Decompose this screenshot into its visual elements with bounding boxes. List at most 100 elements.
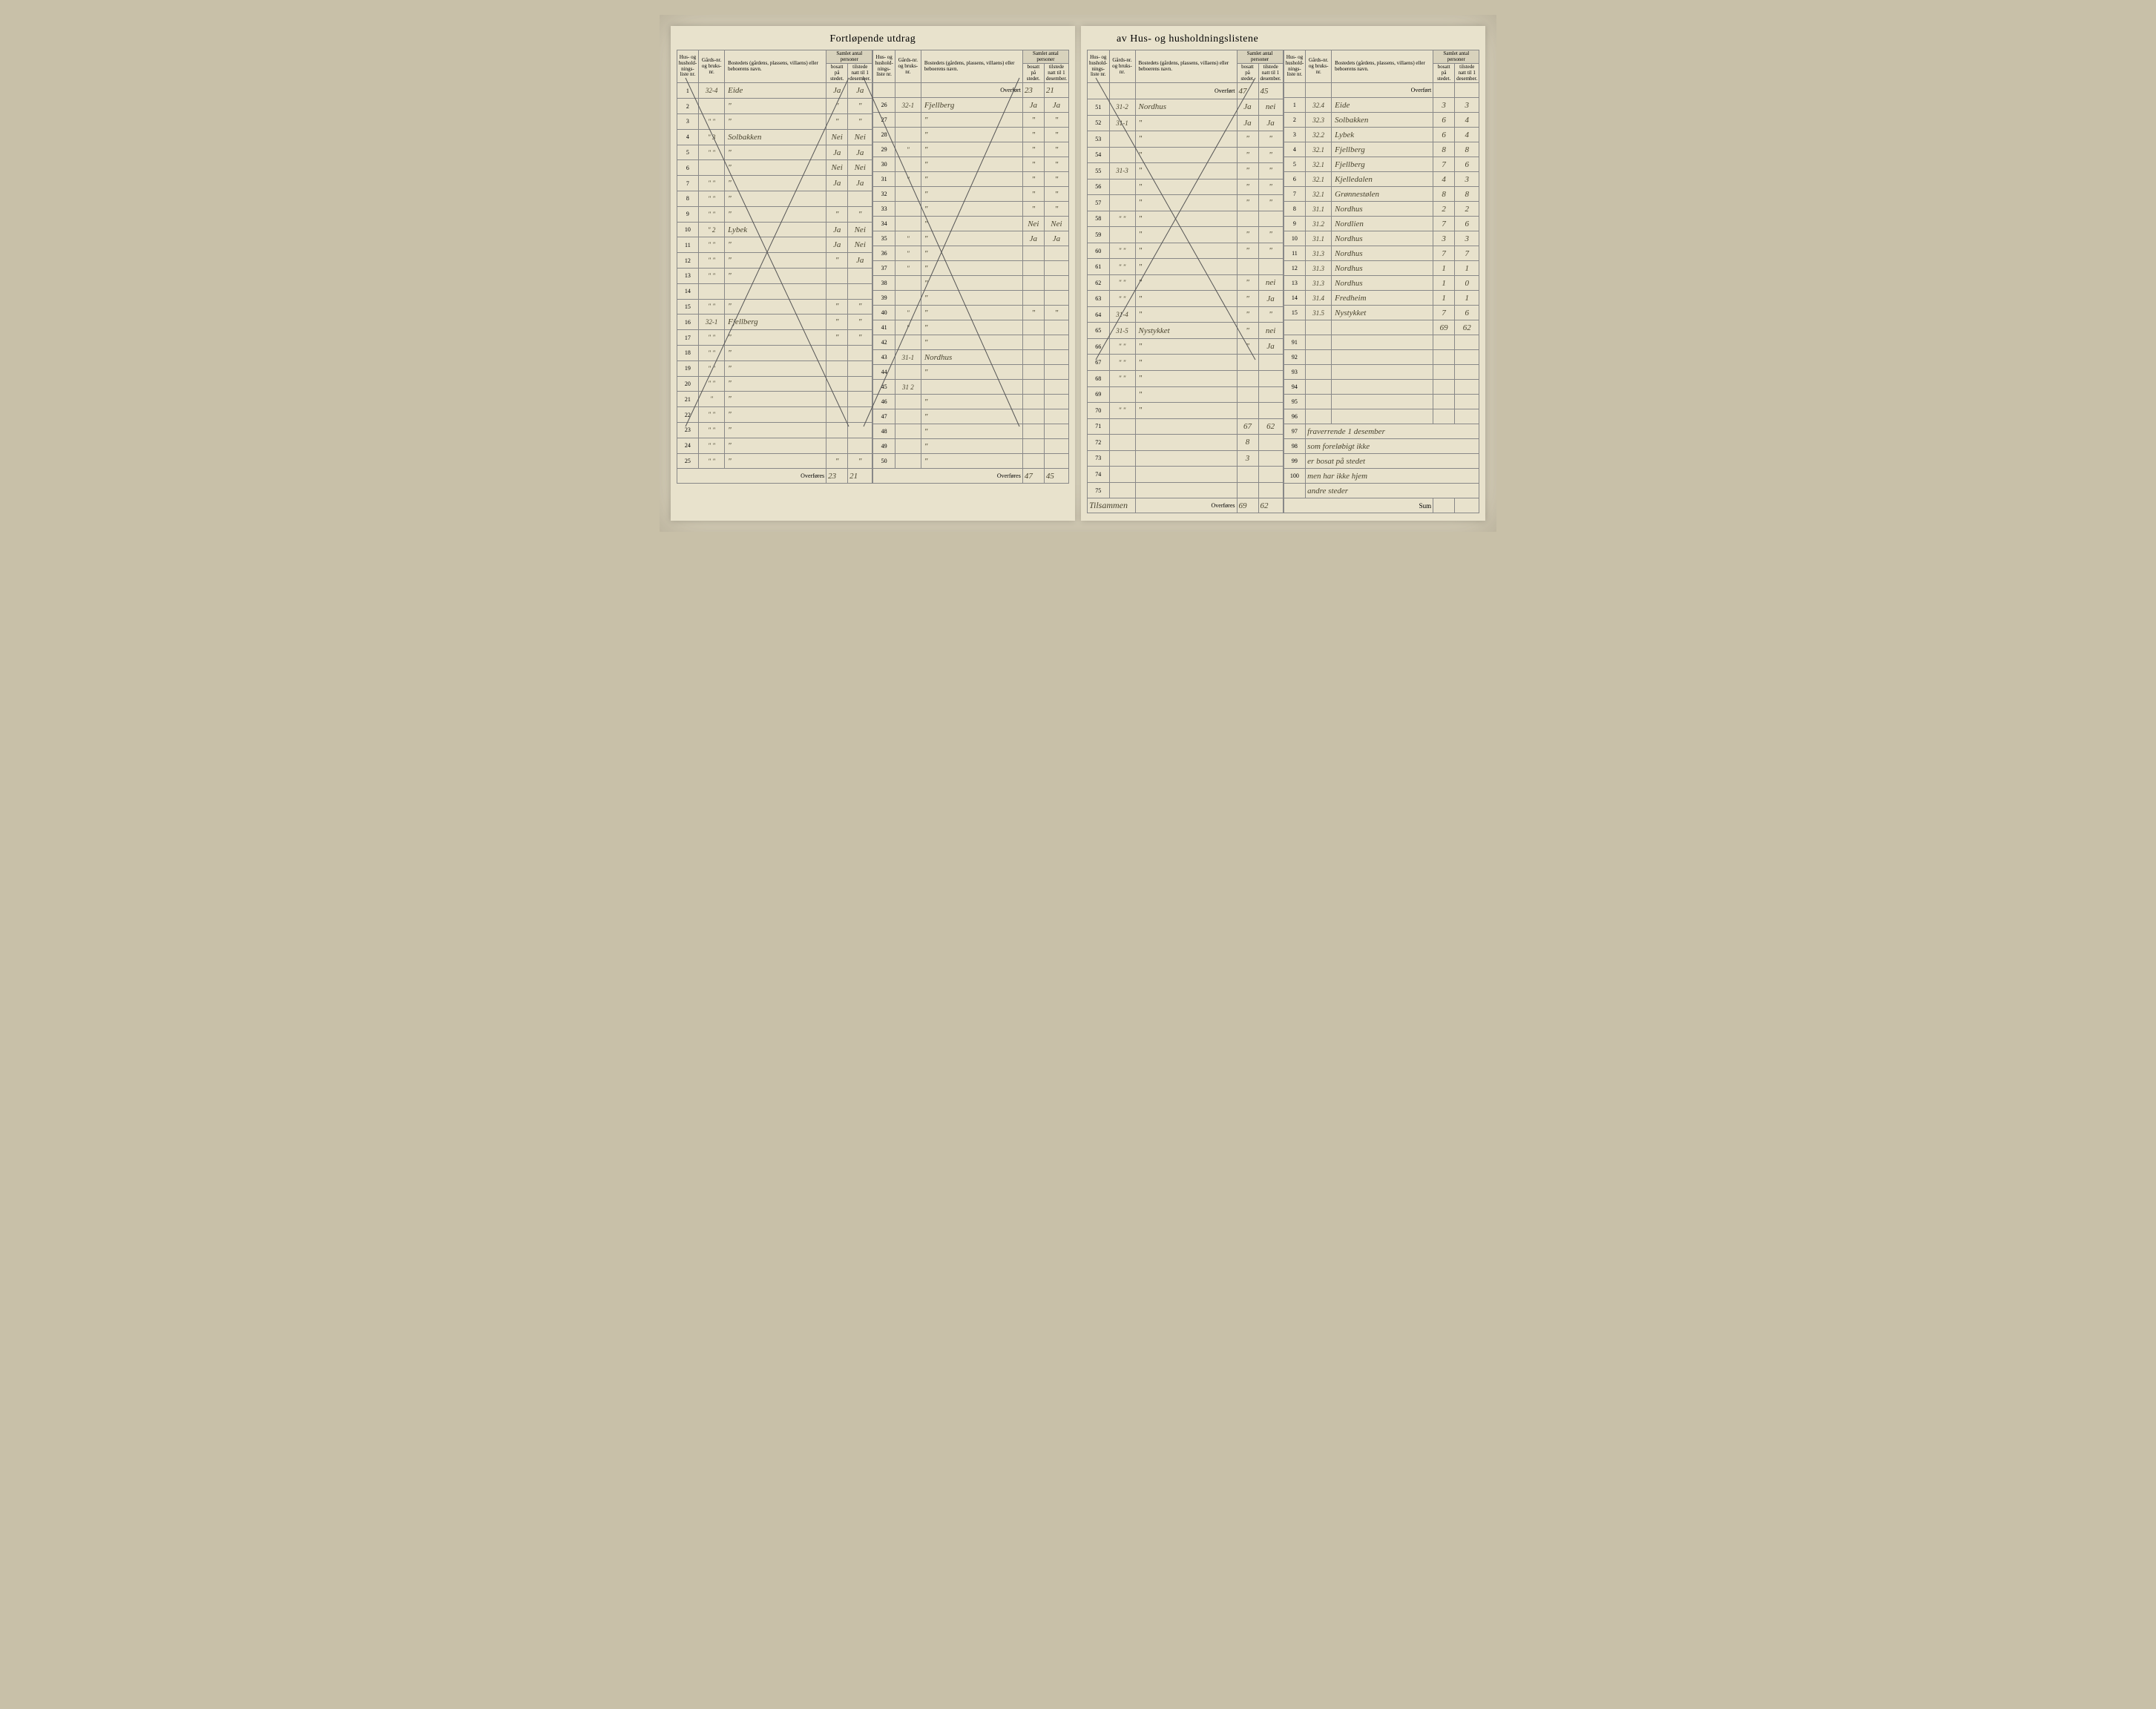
th-bosatt: bosatt på stedet. [1237,64,1258,83]
tilstede-value: " [848,206,872,222]
sum-label: Sum [1284,498,1433,513]
bosatt-value: " [1237,163,1258,180]
bosted-name: " [725,422,826,438]
bosatt-value [1022,320,1044,335]
bosted-name: " [921,395,1022,409]
table-row: 32""" [873,187,1069,202]
bosatt-value [1433,365,1455,380]
table-row: 91 [1284,335,1479,350]
row-nr: 47 [873,409,895,424]
gard-nr: " " [1109,274,1135,291]
row-nr: 41 [873,320,895,335]
bosted-name: " [725,345,826,360]
overfort-label: Overført [921,83,1022,98]
gard-nr: 31.1 [1306,231,1332,246]
row-nr: 2 [677,99,699,114]
tilstede-value: " [848,114,872,130]
table-row: 6431-4""" [1088,306,1284,323]
bosted-name: Eide [725,83,826,99]
gard-nr [699,160,725,176]
row-nr: 43 [873,350,895,365]
row-nr: 4 [1284,142,1306,157]
table-row: 67" "" [1088,355,1284,371]
bosted-name [1332,320,1433,335]
gard-nr: " " [699,422,725,438]
row-nr: 67 [1088,355,1110,371]
table-row: 17" """" [677,330,872,346]
tilstede-value: " [1044,113,1068,128]
table-row: 1131.3Nordhus77 [1284,246,1479,261]
row-nr: 37 [873,261,895,276]
th-tilstede: tilstede natt til 1 desember. [848,64,872,83]
row-nr: 92 [1284,350,1306,365]
bosatt-value: 8 [1433,187,1455,202]
bosted-name: " [725,392,826,407]
row-nr: 13 [677,269,699,284]
bosatt-value: " [1237,274,1258,291]
gard-nr [895,202,921,217]
table-row: 1331.3Nordhus10 [1284,276,1479,291]
table-row: 35""JaJa [873,231,1069,246]
overfores-label: Overføres [873,469,1023,484]
table-col2: Hus- og hushold-nings-liste nr. Gårds-nr… [872,50,1069,484]
tilstede-value: " [1258,227,1283,243]
row-nr: 33 [873,202,895,217]
row-nr: 73 [1088,450,1110,467]
row-nr: 50 [873,454,895,469]
bosted-name: Nystykket [1135,323,1237,339]
bosatt-value: " [1022,187,1044,202]
row-nr: 34 [873,217,895,231]
tilstede-value: " [1044,142,1068,157]
bosted-name: Fredheim [1332,291,1433,306]
gard-nr [1306,380,1332,395]
tilstede-value: " [1258,243,1283,259]
tilstede-value [848,283,872,299]
row-nr: 2 [1284,113,1306,128]
gard-nr [1109,227,1135,243]
table-row: 21"" [677,392,872,407]
gard-nr: " " [699,206,725,222]
bosatt-value: Ja [1022,231,1044,246]
bosatt-value: " [1237,243,1258,259]
gard-nr [1306,365,1332,380]
bosted-name: Eide [1332,98,1433,113]
bosted-name: Nordhus [1332,231,1433,246]
bosted-name: " [921,409,1022,424]
tilstede-value: " [1044,202,1068,217]
row-nr: 14 [677,283,699,299]
gard-nr: " " [699,253,725,269]
row-nr: 12 [677,253,699,269]
row-nr: 60 [1088,243,1110,259]
table-row: 22" "" [677,407,872,423]
bosted-name: " [1135,179,1237,195]
gard-nr [1306,335,1332,350]
row-nr: 14 [1284,291,1306,306]
row-nr: 42 [873,335,895,350]
th-gard: Gårds-nr. og bruks-nr. [1306,50,1332,83]
row-nr: 8 [1284,202,1306,217]
gard-nr: " " [699,145,725,160]
note-row: 100men har ikke hjem [1284,469,1479,484]
bosted-name: Solbakken [1332,113,1433,128]
bosatt-value [826,407,848,423]
table-row: 1431.4Fredheim11 [1284,291,1479,306]
gard-nr: 31.4 [1306,291,1332,306]
gard-nr: " 2 [699,222,725,237]
table-row: 4331-1Nordhus [873,350,1069,365]
row-nr: 56 [1088,179,1110,195]
bosatt-value [1022,395,1044,409]
bosted-name: " [725,114,826,130]
row-nr: 28 [873,128,895,142]
tilstede-value [1044,395,1068,409]
tilstede-value: 3 [1455,98,1479,113]
tilstede-value [848,407,872,423]
table-row: 44" [873,365,1069,380]
bosted-name: Lybek [725,222,826,237]
gard-nr: " " [699,345,725,360]
overfort-tilstede: 21 [1044,83,1068,98]
row-nr: 95 [1284,395,1306,409]
gard-nr: " " [699,407,725,423]
tilstede-value [848,422,872,438]
bosatt-value: Nei [1022,217,1044,231]
table-row: 15" """" [677,299,872,315]
